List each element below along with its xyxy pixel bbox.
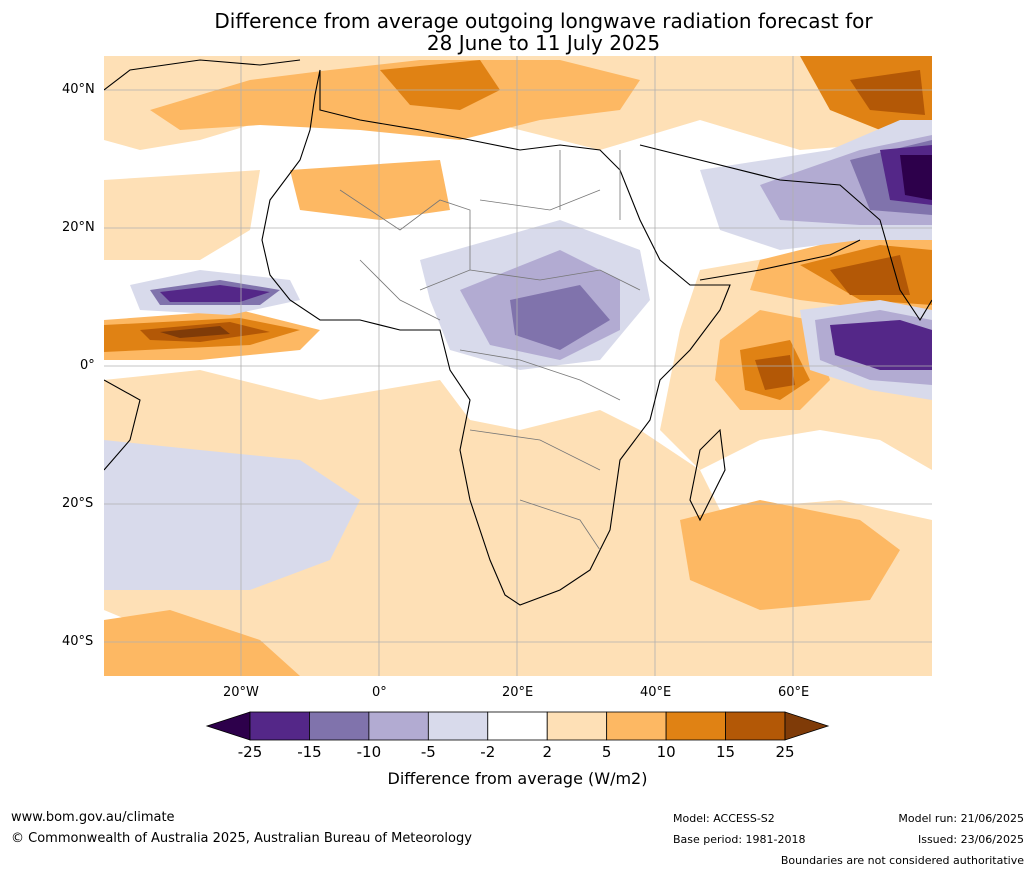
colorbar-tick-label: -5	[421, 743, 436, 761]
colorbar: -25 -15 -10 -5 -2 2 5 10 15 25	[205, 711, 830, 761]
colorbar-tick-label: -10	[357, 743, 382, 761]
lon-label-60e: 60°E	[778, 685, 810, 700]
lat-label-20n: 20°N	[62, 220, 95, 235]
colorbar-bin	[725, 711, 786, 741]
lat-label-0: 0°	[80, 358, 95, 373]
colorbar-tick-label: 10	[657, 743, 676, 761]
model-run-text: Model run: 21/06/2025	[898, 812, 1024, 825]
disclaimer-text: Boundaries are not considered authoritat…	[780, 854, 1024, 867]
lat-label-20s: 20°S	[62, 496, 94, 511]
colorbar-label: Difference from average (W/m2)	[387, 769, 648, 788]
lat-label-40s: 40°S	[62, 634, 94, 649]
colorbar-bin	[606, 711, 667, 741]
colorbar-tick-label: -15	[297, 743, 322, 761]
colorbar-extend-low	[205, 711, 251, 741]
website-link[interactable]: www.bom.gov.au/climate	[11, 810, 175, 825]
base-period-text: Base period: 1981-2018	[673, 833, 806, 846]
colorbar-bin	[546, 711, 608, 741]
colorbar-bin	[249, 711, 310, 741]
colorbar-tick-label: -2	[480, 743, 495, 761]
colorbar-tick-label: 25	[775, 743, 794, 761]
map-plot	[104, 56, 932, 676]
colorbar-tick-label: 5	[602, 743, 612, 761]
copyright-text: © Commonwealth of Australia 2025, Austra…	[11, 831, 472, 846]
title-line-1: Difference from average outgoing longwav…	[214, 9, 873, 33]
country-borders	[339, 150, 641, 551]
lon-label-0: 0°	[372, 685, 387, 700]
lon-label-20w: 20°W	[223, 685, 259, 700]
colorbar-tick-label: 2	[542, 743, 552, 761]
colorbar-bin	[368, 711, 429, 741]
colorbar-tick-label: -25	[238, 743, 263, 761]
colorbar-bin	[427, 711, 489, 741]
map-title: Difference from average outgoing longwav…	[0, 10, 1035, 54]
colorbar-bin	[309, 711, 370, 741]
coastlines	[104, 59, 932, 606]
model-text: Model: ACCESS-S2	[673, 812, 775, 825]
lon-label-40e: 40°E	[640, 685, 672, 700]
colorbar-bin	[487, 711, 548, 741]
anomaly-fill	[104, 56, 932, 676]
colorbar-bin	[665, 711, 726, 741]
lon-label-20e: 20°E	[502, 685, 534, 700]
gridlines	[104, 56, 932, 676]
colorbar-extend-high	[784, 711, 830, 741]
colorbar-tick-label: 15	[716, 743, 735, 761]
title-line-2: 28 June to 11 July 2025	[426, 31, 661, 55]
lat-label-40n: 40°N	[62, 82, 95, 97]
issued-text: Issued: 23/06/2025	[917, 833, 1024, 846]
